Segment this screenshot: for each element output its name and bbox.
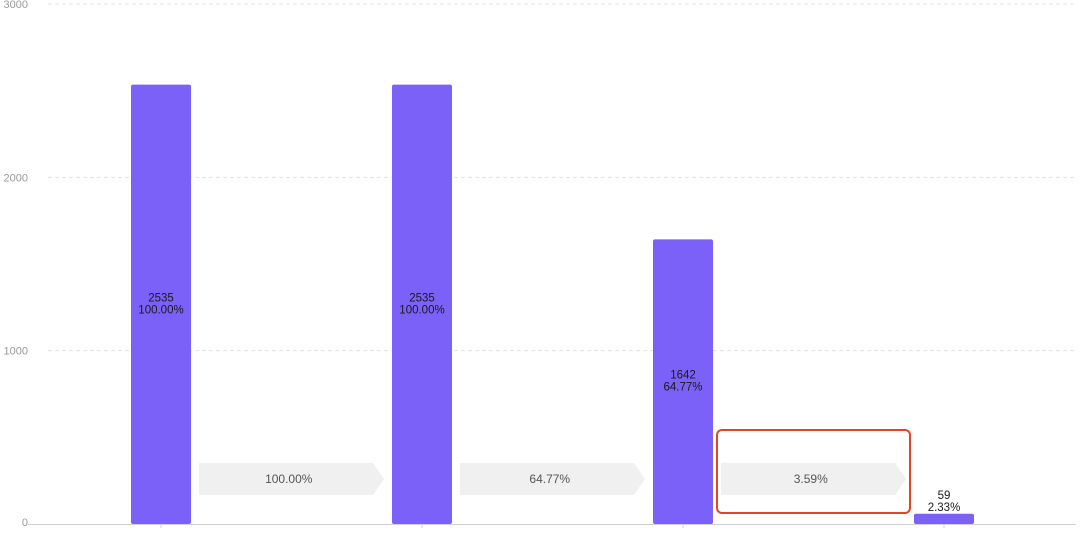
conversion-rate-label: 3.59% bbox=[794, 472, 828, 486]
grid-layer bbox=[48, 3, 1076, 352]
bar-percent-label: 2.33% bbox=[928, 502, 961, 514]
highlight-box bbox=[716, 429, 911, 514]
bar-value-label: 1642 bbox=[670, 370, 696, 382]
conversion-arrow bbox=[460, 463, 645, 495]
conversion-arrow bbox=[199, 463, 384, 495]
y-tick-label: 0 bbox=[22, 517, 28, 528]
conversion-rate-label: 100.00% bbox=[265, 472, 313, 486]
y-tick-label: 3000 bbox=[4, 0, 28, 11]
conversion-arrow bbox=[721, 463, 906, 495]
bar bbox=[653, 239, 713, 525]
conversion-rate-label: 64.77% bbox=[529, 472, 570, 486]
bar bbox=[914, 513, 974, 524]
bar-percent-label: 100.00% bbox=[399, 304, 444, 316]
y-tick-label: 2000 bbox=[4, 172, 28, 184]
axis-layer: 0 1000 2000 3000 bbox=[4, 0, 1076, 529]
bar-value-label: 59 bbox=[938, 490, 951, 502]
bar bbox=[131, 84, 191, 524]
bar-value-label: 2535 bbox=[409, 292, 435, 304]
y-tick-label: 1000 bbox=[4, 346, 28, 358]
bar-value-label: 2535 bbox=[148, 292, 174, 304]
conversion-layer: 100.00% 64.77% 3.59% bbox=[199, 429, 911, 514]
bar bbox=[392, 84, 452, 524]
bar-percent-label: 64.77% bbox=[663, 382, 702, 394]
bar-percent-label: 100.00% bbox=[138, 304, 183, 316]
